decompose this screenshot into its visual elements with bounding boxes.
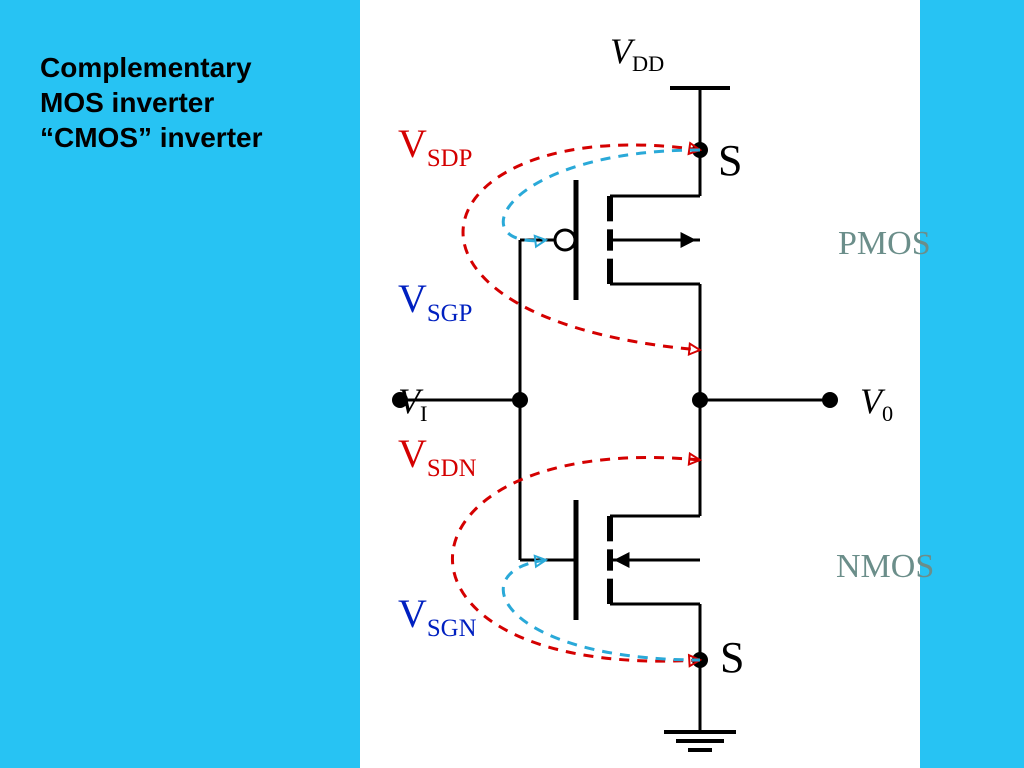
label-vsgn: VSGN xyxy=(398,590,477,643)
label-vsdp: VSDP xyxy=(398,120,472,173)
label-vo: V0 xyxy=(860,380,893,427)
label-vdd: VDD xyxy=(610,30,664,77)
label-vi: VI xyxy=(398,380,427,427)
label-s-bot: S xyxy=(720,632,744,683)
label-pmos: PMOS xyxy=(838,225,931,263)
label-vsdn: VSDN xyxy=(398,430,477,483)
diagram-title: ComplementaryMOS inverter“CMOS” inverter xyxy=(40,50,263,155)
label-vsgp: VSGP xyxy=(398,275,472,328)
label-nmos: NMOS xyxy=(836,548,934,586)
label-s-top: S xyxy=(718,135,742,186)
